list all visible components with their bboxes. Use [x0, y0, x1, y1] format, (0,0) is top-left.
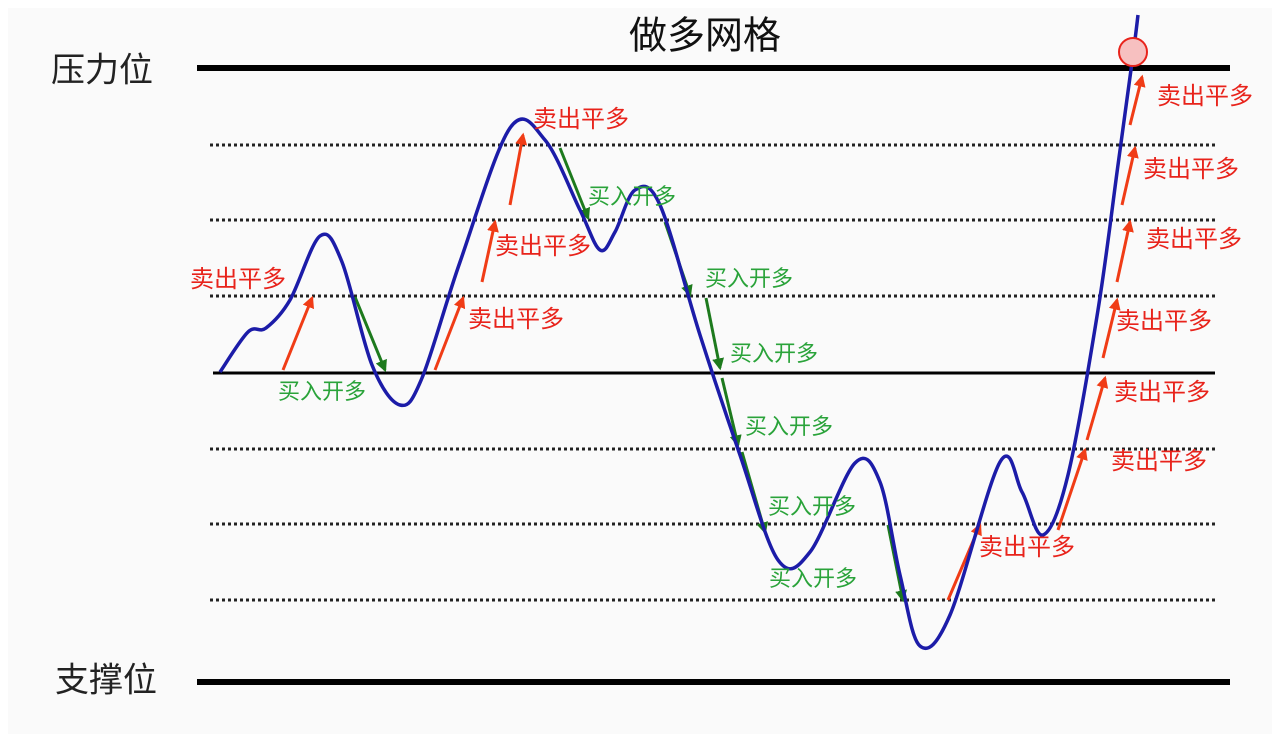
sell-arrow: [508, 132, 528, 206]
buy-label: 买入开多: [730, 342, 818, 367]
sell-label: 卖出平多: [979, 533, 1075, 561]
title: 做多网格: [629, 14, 781, 58]
buy-label: 买入开多: [588, 185, 676, 210]
sell-arrow: [1101, 297, 1121, 359]
sell-label: 卖出平多: [1143, 155, 1239, 183]
sell-arrow: [281, 295, 314, 371]
sell-label: 卖出平多: [190, 265, 286, 293]
sell-label: 卖出平多: [495, 232, 591, 260]
buy-label: 买入开多: [705, 267, 793, 292]
sell-arrow: [1120, 145, 1139, 206]
sell-arrow: [433, 295, 466, 371]
buy-label: 买入开多: [769, 567, 857, 592]
sell-arrow: [1115, 219, 1134, 283]
buy-arrow: [558, 147, 591, 221]
sell-label: 卖出平多: [468, 305, 564, 333]
sell-arrow: [480, 219, 499, 283]
sell-label: 卖出平多: [533, 105, 629, 133]
resistance-label: 压力位: [51, 51, 153, 91]
buy-arrow: [720, 377, 742, 448]
buy-arrow: [353, 296, 387, 373]
labels: 卖出平多卖出平多卖出平多卖出平多卖出平多卖出平多卖出平多卖出平多卖出平多卖出平多…: [190, 82, 1253, 592]
sell-label: 卖出平多: [1116, 307, 1212, 335]
background: [8, 8, 1272, 734]
buy-label: 买入开多: [278, 380, 366, 405]
sell-arrow: [1085, 375, 1109, 441]
sell-arrow: [1056, 447, 1088, 531]
sell-arrow: [1128, 74, 1146, 126]
sell-label: 卖出平多: [1146, 225, 1242, 253]
price-curve: [218, 14, 1140, 651]
breakout-marker: [1118, 37, 1148, 67]
sell-label: 卖出平多: [1111, 447, 1207, 475]
support-label: 支撑位: [55, 661, 157, 701]
buy-label: 买入开多: [768, 495, 856, 520]
sell-label: 卖出平多: [1114, 378, 1210, 406]
sell-label: 卖出平多: [1157, 82, 1253, 110]
buy-arrow: [704, 297, 725, 371]
buy-label: 买入开多: [745, 415, 833, 440]
